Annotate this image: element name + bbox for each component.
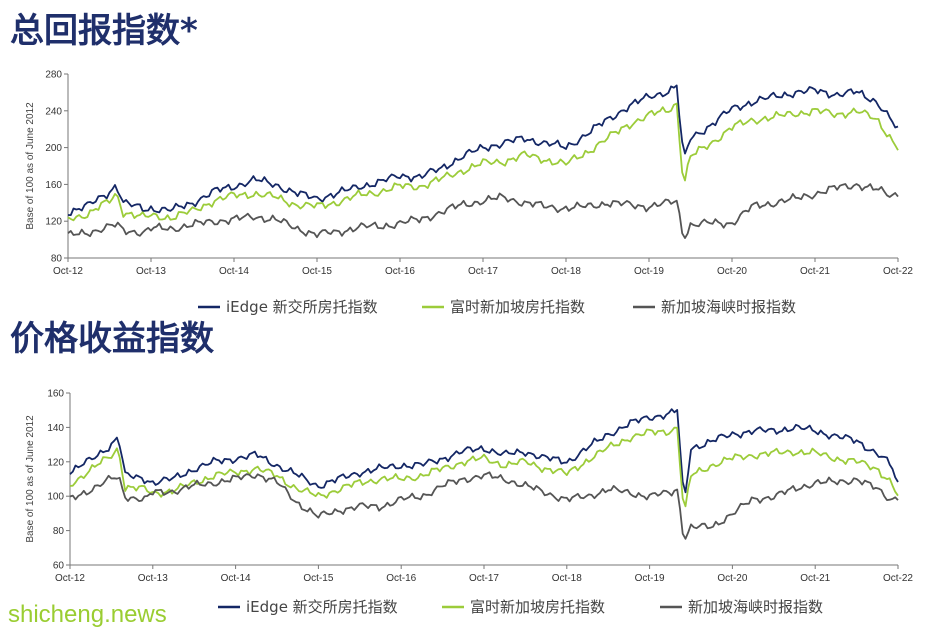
series-line-1 [69, 408, 899, 494]
legend-label-3: 新加坡海峡时报指数 [661, 298, 796, 316]
chart-1-title: 总回报指数* [10, 11, 198, 51]
series-line-3 [69, 471, 899, 540]
chart-1: 80 120 160 200 240 280 Oct-12 Oct-13 Oct-14 Oct-1… [25, 70, 913, 317]
x-tick-label: Oct-16 [385, 266, 415, 277]
x-tick-label: Oct-14 [221, 573, 251, 584]
legend-label-2: 富时新加坡房托指数 [450, 298, 585, 316]
x-tick-label: Oct-12 [55, 573, 85, 584]
x-tick-label: Oct-14 [219, 266, 249, 277]
y-axis-label: Base of 100 as of June 2012 [25, 102, 36, 230]
series-line-1 [67, 84, 899, 217]
x-tick-label: Oct-21 [800, 573, 830, 584]
series-line-2 [67, 102, 899, 222]
series-line-2 [69, 426, 899, 508]
legend-label-1: iEdge 新交所房托指数 [246, 598, 398, 616]
x-tick-label: Oct-19 [634, 266, 664, 277]
y-tick-label: 80 [51, 254, 63, 265]
y-tick-label: 160 [47, 389, 64, 400]
y-tick-label: 140 [47, 423, 64, 434]
x-tick-label: Oct-12 [53, 266, 83, 277]
x-tick-label: Oct-20 [717, 573, 747, 584]
x-tick-label: Oct-13 [138, 573, 168, 584]
x-tick-label: Oct-21 [800, 266, 830, 277]
series-line-3 [67, 183, 899, 240]
y-tick-label: 120 [47, 457, 64, 468]
legend-label-1: iEdge 新交所房托指数 [226, 298, 378, 316]
x-tick-label: Oct-19 [635, 573, 665, 584]
x-tick-label: Oct-17 [468, 266, 498, 277]
watermark-text: shicheng.news [8, 601, 167, 628]
x-tick-label: Oct-18 [552, 573, 582, 584]
y-tick-label: 60 [53, 561, 65, 572]
chart-2-title: 价格收益指数 [10, 319, 214, 359]
y-tick-label: 120 [45, 217, 62, 228]
y-tick-label: 280 [45, 70, 62, 81]
x-tick-label: Oct-13 [136, 266, 166, 277]
y-tick-label: 80 [53, 526, 65, 537]
x-tick-label: Oct-22 [883, 573, 913, 584]
chart-2: 60 80 100 120 140 160 Oct-12 Oct-13 Oct-14 Oct-15… [25, 389, 913, 617]
y-tick-label: 160 [45, 180, 62, 191]
x-tick-label: Oct-20 [717, 266, 747, 277]
x-tick-label: Oct-17 [469, 573, 499, 584]
legend-label-3: 新加坡海峡时报指数 [688, 598, 823, 616]
y-tick-label: 240 [45, 106, 62, 117]
x-tick-label: Oct-15 [302, 266, 332, 277]
x-tick-label: Oct-15 [303, 573, 333, 584]
legend-label-2: 富时新加坡房托指数 [470, 598, 605, 616]
x-tick-label: Oct-18 [551, 266, 581, 277]
x-tick-label: Oct-22 [883, 266, 913, 277]
y-tick-label: 100 [47, 492, 64, 503]
x-tick-label: Oct-16 [386, 573, 416, 584]
y-axis-label: Base of 100 as of June 2012 [25, 415, 36, 543]
y-tick-label: 200 [45, 143, 62, 154]
